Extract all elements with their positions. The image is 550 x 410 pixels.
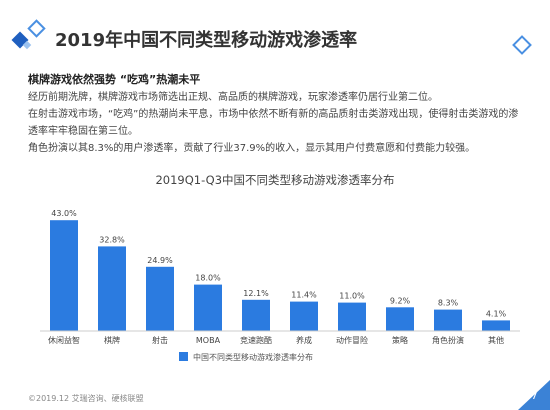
bar-8 — [434, 309, 462, 331]
category-label-9: 其他 — [488, 335, 504, 345]
paragraph-chess: 经历前期洗牌，棋牌游戏市场筛选出正规、高品质的棋牌游戏，玩家渗透率仍居行业第二位… — [28, 92, 438, 103]
bar-1 — [98, 246, 126, 331]
bar-value-label-0: 43.0% — [51, 209, 77, 218]
legend-swatch — [179, 352, 188, 361]
bar-6 — [338, 302, 366, 331]
section-subtitle: 棋牌游戏依然强势 “吃鸡”热潮未平 — [28, 73, 201, 86]
bar-value-label-3: 18.0% — [195, 274, 221, 283]
bar-value-label-2: 24.9% — [147, 256, 173, 265]
bar-4 — [242, 299, 270, 331]
paragraph-rpg: 角色扮演以其8.3%的用户渗透率，贡献了行业37.9%的收入，显示其用户付费意愿… — [28, 143, 476, 154]
decoration-diamond-small-icon — [22, 40, 32, 50]
bar-value-label-4: 12.1% — [243, 289, 269, 298]
bar-3 — [194, 284, 222, 331]
bar-chart: 43.0% 休闲益智 32.8% 棋牌 24.9% 射击 18.0% MOBA 12.1% 竞速跑… — [40, 209, 520, 362]
bar-5 — [290, 301, 318, 331]
category-label-3: MOBA — [196, 336, 221, 345]
bar-0 — [50, 220, 78, 331]
chart-title: 2019Q1-Q3中国不同类型移动游戏渗透率分布 — [155, 173, 395, 187]
footer-source: ©2019.12 艾瑞咨询、硬核联盟 — [28, 394, 144, 403]
decoration-diamond-outline-icon — [27, 19, 46, 38]
bar-value-label-6: 11.0% — [339, 292, 365, 301]
page-number: 7 — [531, 389, 538, 402]
bar-value-label-9: 4.1% — [486, 309, 507, 318]
paragraph-shooter: 在射击游戏市场，“吃鸡”的热潮尚未平息，市场中依然不断有新的高品质射击类游戏出现… — [28, 109, 519, 137]
bar-9 — [482, 320, 510, 331]
category-label-7: 策略 — [392, 335, 408, 345]
bar-7 — [386, 307, 414, 331]
category-label-4: 竞速跑酷 — [240, 335, 272, 345]
category-label-8: 角色扮演 — [432, 335, 464, 345]
legend: 中国不同类型移动游戏渗透率分布 — [179, 352, 313, 362]
category-label-2: 射击 — [152, 335, 168, 345]
category-label-5: 养成 — [296, 335, 312, 345]
page-corner-decoration — [518, 380, 550, 410]
category-label-1: 棋牌 — [104, 335, 120, 345]
category-label-0: 休闲益智 — [48, 335, 80, 345]
bars-group: 43.0% 休闲益智 32.8% 棋牌 24.9% 射击 18.0% MOBA 12.1% 竞速跑… — [48, 209, 510, 345]
bar-value-label-8: 8.3% — [438, 299, 459, 308]
bar-value-label-5: 11.4% — [291, 291, 317, 300]
legend-label: 中国不同类型移动游戏渗透率分布 — [193, 352, 313, 362]
page-title: 2019年中国不同类型移动游戏渗透率 — [55, 30, 358, 51]
title-bar: 2019年中国不同类型移动游戏渗透率 — [0, 0, 550, 58]
bar-2 — [146, 266, 174, 331]
bar-value-label-1: 32.8% — [99, 235, 125, 244]
category-label-6: 动作冒险 — [336, 335, 368, 345]
bar-value-label-7: 9.2% — [390, 296, 411, 305]
